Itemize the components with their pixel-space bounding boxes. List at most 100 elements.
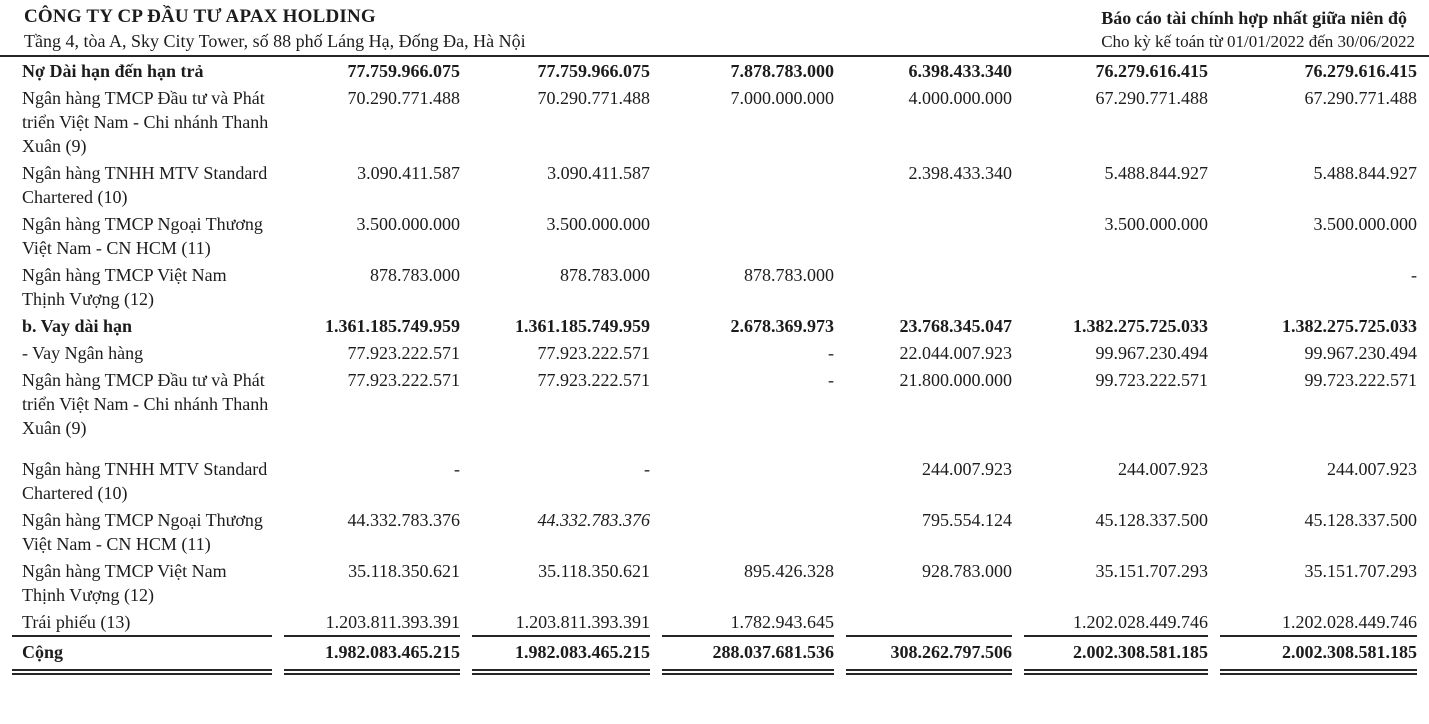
cell-value: 308.262.797.506 bbox=[846, 637, 1012, 675]
cell-value: 1.382.275.725.033 bbox=[1073, 316, 1208, 336]
report-title-block: Báo cáo tài chính hợp nhất giữa niên độ … bbox=[1101, 8, 1415, 52]
cell-value: 244.007.923 bbox=[1327, 459, 1417, 479]
loans-table-body: Nợ Dài hạn đến hạn trả 77.759.966.075 77.7… bbox=[12, 57, 1417, 675]
cell-value bbox=[662, 210, 834, 261]
table-row: b. Vay dài hạn 1.361.185.749.959 1.361.185… bbox=[12, 312, 1417, 339]
cell-value bbox=[662, 455, 834, 506]
cell-value bbox=[846, 608, 1012, 637]
cell-value: 928.783.000 bbox=[922, 561, 1012, 581]
cell-value: 76.279.616.415 bbox=[1095, 61, 1209, 81]
cell-value: 77.759.966.075 bbox=[537, 61, 651, 81]
cell-value: 5.488.844.927 bbox=[1313, 163, 1418, 183]
cell-value: 77.923.222.571 bbox=[537, 343, 651, 363]
cell-value: 288.037.681.536 bbox=[662, 637, 834, 675]
cell-value: - bbox=[454, 459, 460, 479]
row-label: b. Vay dài hạn bbox=[22, 316, 133, 336]
cell-value: 1.202.028.449.746 bbox=[1220, 608, 1417, 637]
table-row: Nợ Dài hạn đến hạn trả 77.759.966.075 77.7… bbox=[12, 57, 1417, 84]
cell-value: 244.007.923 bbox=[1118, 459, 1208, 479]
table-row: Ngân hàng TMCP Đầu tư và Phát triển Việt… bbox=[12, 84, 1417, 159]
row-label: Cộng bbox=[12, 637, 272, 675]
cell-value: 4.000.000.000 bbox=[908, 88, 1013, 108]
company-block: CÔNG TY CP ĐẦU TƯ APAX HOLDING Tầng 4, t… bbox=[24, 6, 526, 52]
cell-value: 7.878.783.000 bbox=[730, 61, 835, 81]
cell-value: 99.723.222.571 bbox=[1304, 370, 1418, 390]
cell-value: - bbox=[828, 370, 834, 390]
cell-value: 1.361.185.749.959 bbox=[325, 316, 460, 336]
cell-value: 45.128.337.500 bbox=[1095, 510, 1209, 530]
row-label: Ngân hàng TMCP Đầu tư và Phát triển Việt… bbox=[22, 88, 269, 156]
cell-value bbox=[662, 159, 834, 210]
cell-value: 99.967.230.494 bbox=[1095, 343, 1209, 363]
table-row: - Vay Ngân hàng 77.923.222.571 77.923.222.… bbox=[12, 339, 1417, 366]
cell-value: 1.202.028.449.746 bbox=[1024, 608, 1208, 637]
cell-value: 895.426.328 bbox=[744, 561, 834, 581]
cell-value: 76.279.616.415 bbox=[1304, 61, 1418, 81]
cell-value: 44.332.783.376 bbox=[347, 510, 461, 530]
cell-value: 1.361.185.749.959 bbox=[515, 316, 650, 336]
cell-value: 3.500.000.000 bbox=[356, 214, 461, 234]
cell-value: 70.290.771.488 bbox=[347, 88, 461, 108]
cell-value: 3.500.000.000 bbox=[1104, 214, 1209, 234]
cell-value: 1.382.275.725.033 bbox=[1282, 316, 1417, 336]
row-label: Ngân hàng TNHH MTV Standard Chartered (1… bbox=[22, 459, 268, 503]
cell-value: 77.923.222.571 bbox=[537, 370, 651, 390]
cell-value: 77.923.222.571 bbox=[347, 343, 461, 363]
cell-value: - bbox=[644, 459, 650, 479]
table-row: Ngân hàng TMCP Đầu tư và Phát triển Việt… bbox=[12, 366, 1417, 455]
cell-value: 5.488.844.927 bbox=[1104, 163, 1209, 183]
row-label: Ngân hàng TMCP Ngoại Thương Việt Nam - C… bbox=[22, 510, 263, 554]
row-label: Ngân hàng TMCP Việt Nam Thịnh Vượng (12) bbox=[22, 561, 227, 605]
cell-value bbox=[1024, 261, 1208, 312]
cell-value: 99.723.222.571 bbox=[1095, 370, 1209, 390]
cell-value: 795.554.124 bbox=[922, 510, 1012, 530]
cell-value: 1.203.811.393.391 bbox=[284, 608, 460, 637]
report-period: Cho kỳ kế toán từ 01/01/2022 đến 30/06/2… bbox=[1101, 32, 1415, 51]
row-label: Ngân hàng TNHH MTV Standard Chartered (1… bbox=[22, 163, 268, 207]
cell-value: 2.002.308.581.185 bbox=[1024, 637, 1208, 675]
cell-value bbox=[846, 261, 1012, 312]
table-row: Ngân hàng TMCP Việt Nam Thịnh Vượng (12)… bbox=[12, 261, 1417, 312]
cell-value: 2.678.369.973 bbox=[730, 316, 835, 336]
cell-value: 3.500.000.000 bbox=[546, 214, 651, 234]
table-row: Ngân hàng TMCP Ngoại Thương Việt Nam - C… bbox=[12, 210, 1417, 261]
cell-value: 1.782.943.645 bbox=[662, 608, 834, 637]
report-header: CÔNG TY CP ĐẦU TƯ APAX HOLDING Tầng 4, t… bbox=[0, 0, 1429, 57]
cell-value: 77.923.222.571 bbox=[347, 370, 461, 390]
cell-value: 45.128.337.500 bbox=[1304, 510, 1418, 530]
cell-value: 1.982.083.465.215 bbox=[284, 637, 460, 675]
cell-value: 7.000.000.000 bbox=[730, 88, 835, 108]
cell-value bbox=[662, 506, 834, 557]
cell-value: 3.090.411.587 bbox=[547, 163, 650, 183]
cell-value: 70.290.771.488 bbox=[537, 88, 651, 108]
row-label: Trái phiếu (13) bbox=[12, 608, 272, 637]
company-address: Tầng 4, tòa A, Sky City Tower, số 88 phố… bbox=[24, 31, 526, 51]
table-row: Ngân hàng TNHH MTV Standard Chartered (1… bbox=[12, 455, 1417, 506]
cell-value: 21.800.000.000 bbox=[899, 370, 1013, 390]
cell-value: 2.398.433.340 bbox=[908, 163, 1013, 183]
report-title: Báo cáo tài chính hợp nhất giữa niên độ bbox=[1101, 8, 1408, 28]
row-label: Ngân hàng TMCP Việt Nam Thịnh Vượng (12) bbox=[22, 265, 227, 309]
table-row: Trái phiếu (13) 1.203.811.393.391 1.203.81… bbox=[12, 608, 1417, 637]
cell-value: 22.044.007.923 bbox=[899, 343, 1013, 363]
cell-value: 35.151.707.293 bbox=[1095, 561, 1209, 581]
row-label: Ngân hàng TMCP Đầu tư và Phát triển Việt… bbox=[22, 370, 269, 438]
cell-value: 3.500.000.000 bbox=[1313, 214, 1418, 234]
cell-value: 878.783.000 bbox=[560, 265, 650, 285]
loans-table: Nợ Dài hạn đến hạn trả 77.759.966.075 77.7… bbox=[0, 57, 1429, 675]
table-row: Ngân hàng TNHH MTV Standard Chartered (1… bbox=[12, 159, 1417, 210]
cell-value: 35.118.350.621 bbox=[538, 561, 650, 581]
company-name: CÔNG TY CP ĐẦU TƯ APAX HOLDING bbox=[24, 6, 376, 27]
cell-value: 35.118.350.621 bbox=[348, 561, 460, 581]
cell-value: 77.759.966.075 bbox=[347, 61, 461, 81]
cell-value: 44.332.783.376 bbox=[537, 510, 651, 530]
cell-value: 23.768.345.047 bbox=[899, 316, 1013, 336]
cell-value: 878.783.000 bbox=[370, 265, 460, 285]
cell-value: 99.967.230.494 bbox=[1304, 343, 1418, 363]
cell-value: 3.090.411.587 bbox=[357, 163, 460, 183]
table-row: Ngân hàng TMCP Việt Nam Thịnh Vượng (12)… bbox=[12, 557, 1417, 608]
total-row: Cộng 1.982.083.465.215 1.982.083.465.215 28… bbox=[12, 637, 1417, 675]
row-label: Ngân hàng TMCP Ngoại Thương Việt Nam - C… bbox=[22, 214, 263, 258]
row-label: - Vay Ngân hàng bbox=[22, 343, 144, 363]
